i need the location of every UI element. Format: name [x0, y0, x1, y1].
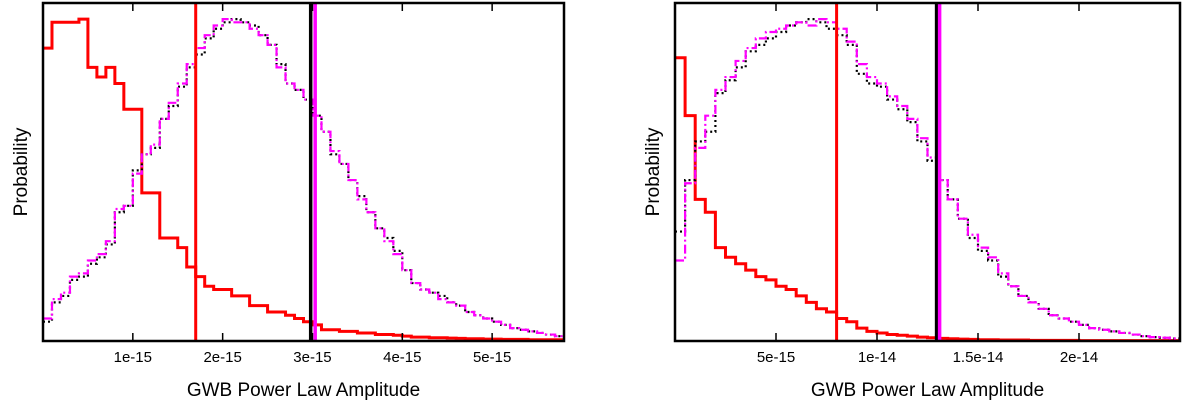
plot-frame [673, 1, 1182, 343]
plot-area [675, 3, 1180, 341]
x-axis-label: GWB Power Law Amplitude [187, 380, 420, 401]
histogram-series-magenta [675, 18, 1180, 340]
x-tick-label: 2e-15 [203, 349, 241, 366]
x-tick-label: 3e-15 [293, 349, 331, 366]
x-tick-label: 1.5e-14 [953, 349, 1004, 366]
plot-area [43, 3, 564, 341]
left-histogram-panel: 1e-15 2e-15 3e-15 4e-15 5e-15 GWB Power Law A… [11, 1, 566, 401]
x-axis-label: GWB Power Law Amplitude [811, 380, 1044, 401]
histogram-series-red [43, 17, 564, 341]
x-tick-label: 4e-15 [383, 349, 421, 366]
x-tick-label: 2e-14 [1060, 349, 1098, 366]
histogram-series-black [675, 18, 1180, 340]
y-axis-label: Probability [11, 127, 32, 216]
x-tick-label: 5e-15 [473, 349, 511, 366]
y-axis-label: Probability [643, 127, 664, 216]
x-tick-label: 1e-14 [858, 349, 896, 366]
x-tick-label: 1e-15 [114, 349, 152, 366]
right-histogram-panel: 5e-15 1e-14 1.5e-14 2e-14 GWB Power Law Ampl… [643, 1, 1182, 401]
histogram-series-magenta [43, 18, 564, 338]
plot-frame [41, 1, 566, 343]
x-tick-label: 5e-15 [757, 349, 795, 366]
histogram-series-red [675, 56, 1180, 341]
histogram-series-black [43, 18, 564, 338]
